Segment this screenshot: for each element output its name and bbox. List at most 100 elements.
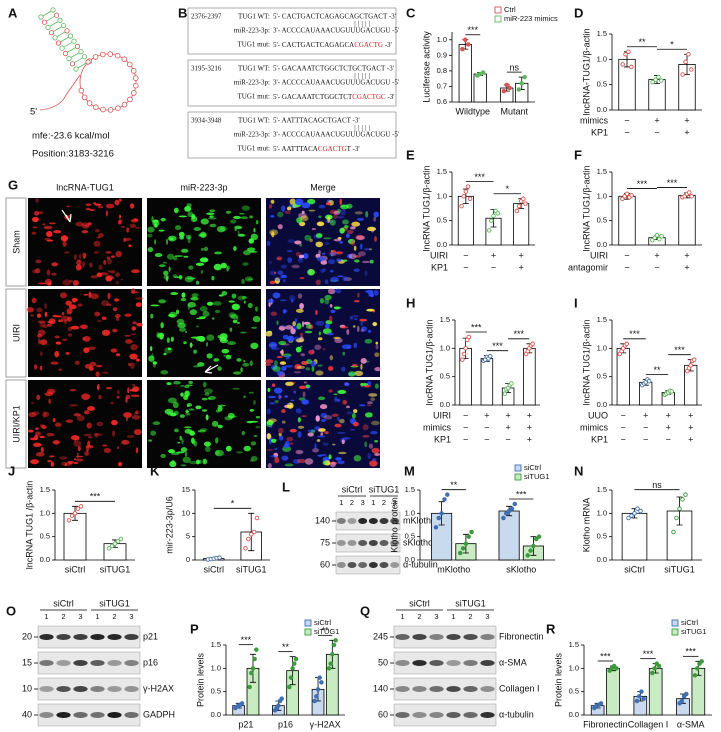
stain [52,440,60,445]
significance-label: *** [674,345,685,355]
stain [289,428,297,433]
panel-label: F [574,147,582,162]
stain [115,272,121,278]
band-label: p16 [143,657,158,667]
stain [131,414,141,420]
stain [324,323,330,329]
stain [131,326,137,331]
stain [197,362,205,367]
band-label: α-SMA [499,657,527,667]
stain [229,327,233,332]
stain [73,458,77,461]
band [379,518,389,524]
stain [82,261,85,268]
significance-label: * [506,184,510,194]
band [368,540,378,546]
band-label: p21 [143,631,158,641]
stain [314,344,322,350]
stain [201,397,208,401]
band [90,686,105,692]
sequence-part: -3' [386,93,395,101]
stain [337,389,347,395]
stain [240,216,249,220]
stain [276,370,284,376]
stain [186,403,193,407]
data-point [502,391,508,396]
stain [284,325,294,330]
stain [118,219,123,223]
stain [213,358,220,362]
stain [308,209,316,212]
data-point [629,513,634,518]
nucleotide [67,33,74,39]
stain [287,335,295,342]
stain [353,300,360,303]
stain [44,311,48,317]
stain [269,280,276,285]
condition-mark: + [643,410,648,420]
stain [348,253,357,260]
stain [39,339,48,346]
stain [200,270,204,274]
stain [125,416,129,422]
stain [360,363,363,370]
stain [351,221,361,227]
stain [130,333,137,336]
data-point [688,363,694,368]
significance-label: ns [652,480,662,490]
stain [318,215,322,219]
stain [316,221,325,227]
stain [365,211,369,218]
stain [340,326,349,329]
nucleotide [132,82,139,89]
significance-label: ** [450,480,458,490]
stain [184,426,192,429]
nucleotide [93,104,99,111]
y-tick-label: 0.7 [437,81,447,90]
data-point [312,698,317,704]
stain [98,394,102,400]
data-point [487,354,493,359]
stain [110,348,118,353]
bar [621,512,648,561]
stain [232,387,240,390]
stain [247,278,253,281]
stain [290,328,296,335]
stain [279,350,284,354]
stain [317,337,323,341]
stain [242,362,250,367]
stain [328,251,338,257]
stain [74,360,80,365]
stain [43,225,53,230]
stain [318,331,321,336]
data-point [75,506,81,511]
y-tick-label: 0.0 [597,400,607,409]
band [446,712,461,718]
stain [102,371,109,374]
stain [292,321,297,327]
stain [372,322,378,327]
stain [75,221,84,227]
stain [154,252,163,258]
condition-mark: + [484,410,489,420]
row-frame [5,379,27,469]
stain [31,231,37,235]
stain [221,291,228,296]
stain [130,343,138,351]
bar [458,44,472,103]
x-tick-label: Collagen I [628,719,669,729]
stain [280,274,288,279]
stain [241,431,245,436]
band [358,540,368,546]
data-point [657,236,662,242]
stain [107,258,112,265]
stain [190,296,199,301]
stain [358,404,366,407]
data-point [679,698,685,704]
band [463,634,478,640]
stain [281,455,289,461]
stain [35,452,45,457]
band [446,686,461,692]
stain [266,433,272,440]
y-tick-label: 0.5 [597,80,607,89]
